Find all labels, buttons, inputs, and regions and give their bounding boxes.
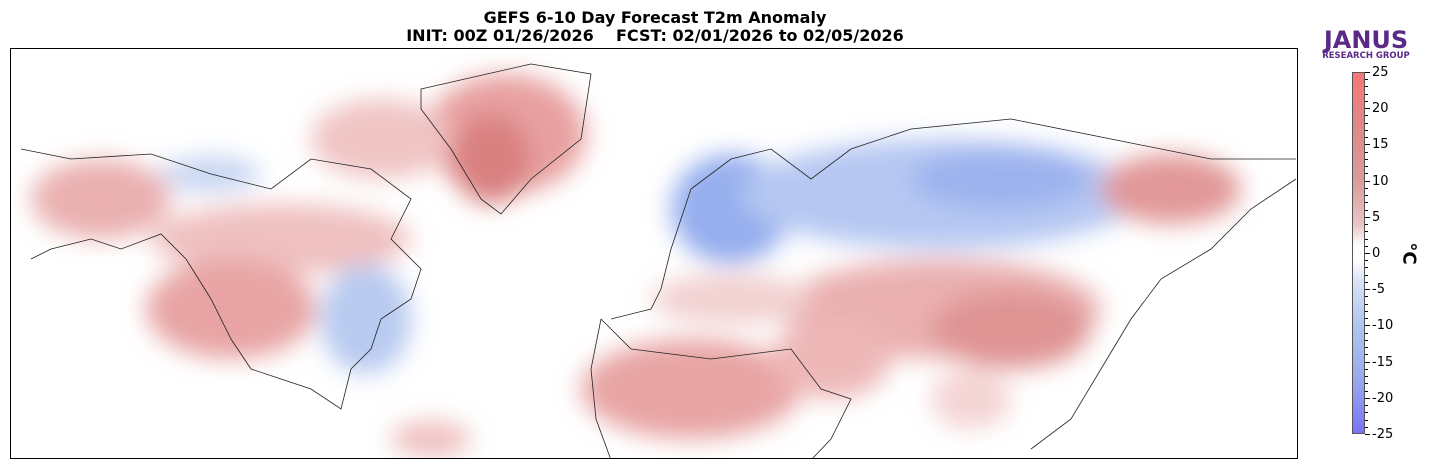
colorbar-minor-tick xyxy=(1365,332,1368,334)
colorbar-minor-tick xyxy=(1365,245,1368,247)
colorbar-minor-tick xyxy=(1365,390,1368,392)
colorbar-minor-tick xyxy=(1365,260,1368,262)
colorbar-minor-tick xyxy=(1365,405,1368,407)
colorbar-minor-tick xyxy=(1365,187,1368,189)
colorbar-minor-tick xyxy=(1365,93,1368,95)
colorbar-minor-tick xyxy=(1365,115,1368,117)
colorbar-minor-tick xyxy=(1365,383,1368,385)
alaska-anomaly xyxy=(31,159,171,239)
colorbar-minor-tick xyxy=(1365,318,1368,320)
china-anomaly xyxy=(931,289,1091,369)
colorbar-minor-tick xyxy=(1365,195,1368,197)
europe-anomaly xyxy=(651,274,811,324)
colorbar-minor-tick xyxy=(1365,303,1368,305)
colorbar-minor-tick xyxy=(1365,274,1368,276)
janus-logo: JANUS RESEARCH GROUP xyxy=(1318,28,1414,61)
colorbar-tick-label: 0 xyxy=(1372,246,1381,261)
colorbar-minor-tick xyxy=(1365,100,1368,102)
colorbar-tick-label: 25 xyxy=(1372,65,1389,80)
colorbar-minor-tick xyxy=(1365,79,1368,81)
coastlines xyxy=(20,63,1297,458)
colorbar-minor-tick xyxy=(1365,281,1368,283)
colorbar-minor-tick xyxy=(1365,122,1368,124)
colorbar-minor-tick xyxy=(1365,166,1368,168)
anomaly-map xyxy=(10,48,1298,459)
canada-anomaly xyxy=(151,204,411,274)
middle-east-anomaly xyxy=(771,319,891,399)
colorbar-tick-label: 15 xyxy=(1372,137,1389,153)
colorbar-minor-tick xyxy=(1365,412,1368,414)
siberia-cold-core xyxy=(911,149,1091,209)
colorbar-minor-tick xyxy=(1365,296,1368,298)
colorbar-tick xyxy=(1365,325,1370,327)
colorbar-tick xyxy=(1365,253,1370,254)
colorbar-tick xyxy=(1365,397,1370,399)
colorbar-unit-label: °C xyxy=(1398,242,1420,265)
colorbar-tick-label: -15 xyxy=(1372,354,1394,370)
logo-subtitle: RESEARCH GROUP xyxy=(1322,51,1410,61)
eurasia-outline xyxy=(610,118,1297,450)
colorbar-tick-label: -10 xyxy=(1372,318,1394,334)
colorbar-minor-tick xyxy=(1365,137,1368,139)
colorbar-tick xyxy=(1365,216,1370,218)
colorbar-minor-tick xyxy=(1365,354,1368,356)
colorbar-tick-label: -20 xyxy=(1372,390,1394,406)
colorbar-minor-tick xyxy=(1365,238,1368,240)
greenland-outline xyxy=(420,63,592,215)
colorbar-minor-tick xyxy=(1365,129,1368,131)
colorbar xyxy=(1352,72,1365,434)
colorbar-tick xyxy=(1365,180,1370,182)
africa-outline xyxy=(590,318,852,458)
colorbar-tick xyxy=(1365,289,1370,291)
colorbar-minor-tick xyxy=(1365,173,1368,175)
logo-name: JANUS xyxy=(1323,26,1409,54)
colorbar-minor-tick xyxy=(1365,267,1368,269)
colorbar-minor-tick xyxy=(1365,151,1368,153)
colorbar-tick-label: 5 xyxy=(1372,209,1381,225)
colorbar-minor-tick xyxy=(1365,310,1368,312)
north-africa-anomaly xyxy=(581,339,801,439)
chart-title: GEFS 6-10 Day Forecast T2m Anomaly xyxy=(483,8,827,27)
western-us-anomaly xyxy=(146,259,316,359)
colorbar-tick xyxy=(1365,72,1370,73)
greenland-core xyxy=(451,114,531,204)
colorbar-tick-label: -5 xyxy=(1372,282,1385,298)
colorbar-tick xyxy=(1365,108,1370,110)
colorbar-tick xyxy=(1365,144,1370,146)
colorbar-minor-tick xyxy=(1365,426,1368,428)
south-america-anomaly xyxy=(391,421,471,457)
colorbar-minor-tick xyxy=(1365,202,1368,204)
colorbar-minor-tick xyxy=(1365,347,1368,349)
colorbar-tick-label: 20 xyxy=(1372,101,1389,117)
colorbar-minor-tick xyxy=(1365,368,1368,370)
colorbar-minor-tick xyxy=(1365,158,1368,160)
colorbar-tick-label: 10 xyxy=(1372,173,1389,189)
arctic-canada-anomaly xyxy=(311,99,451,179)
colorbar-minor-tick xyxy=(1365,86,1368,88)
colorbar-minor-tick xyxy=(1365,339,1368,341)
colorbar-minor-tick xyxy=(1365,224,1368,226)
india-anomaly xyxy=(931,369,1011,429)
colorbar-tick xyxy=(1365,434,1370,435)
colorbar-tick xyxy=(1365,361,1370,363)
north-america-outline xyxy=(20,148,422,410)
eastern-us-anomaly xyxy=(321,264,411,374)
colorbar-minor-tick xyxy=(1365,231,1368,233)
colorbar-minor-tick xyxy=(1365,419,1368,421)
eastern-siberia-anomaly xyxy=(1101,154,1241,224)
colorbar-minor-tick xyxy=(1365,376,1368,378)
colorbar-minor-tick xyxy=(1365,209,1368,211)
chart-subtitle: INIT: 00Z 01/26/2026 FCST: 02/01/2026 to… xyxy=(406,26,904,45)
map-canvas xyxy=(20,63,1297,458)
colorbar-tick-label: -25 xyxy=(1372,427,1394,442)
